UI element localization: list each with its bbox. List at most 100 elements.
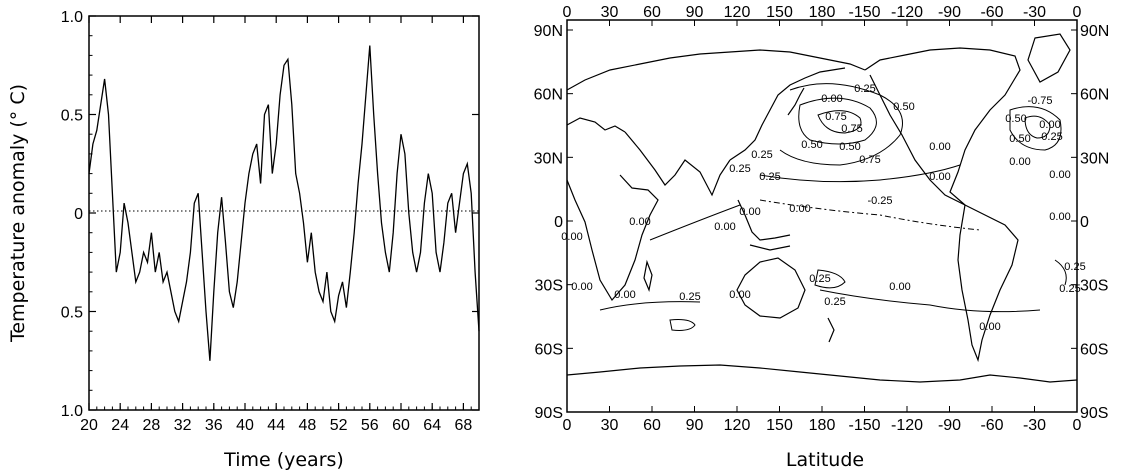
x-tick-label: 40 [236, 417, 254, 434]
contour-label: 0.00 [561, 231, 582, 243]
map-x-axis-label: Latitude [786, 449, 864, 471]
contour-label: 0.00 [614, 289, 635, 301]
x-tick-label: 60 [392, 417, 410, 434]
contour-label: 0.25 [824, 296, 845, 308]
map-left-tick-label: 0 [554, 214, 563, 231]
x-tick-label: 56 [361, 417, 379, 434]
map-bottom-tick-label: 90 [686, 417, 704, 434]
contour-label: 0.25 [759, 171, 780, 183]
x-tick-label: 24 [111, 417, 129, 434]
map-bottom-tick-label: -150 [848, 417, 880, 434]
contour-label: 0.50 [893, 101, 914, 113]
map-left-tick-label: 60N [534, 87, 563, 104]
map-left-tick-label: 30N [534, 150, 563, 167]
contour-label: 0.50 [801, 139, 822, 151]
contour-label: 0.00 [929, 171, 950, 183]
y-tick-label: 0 [74, 206, 83, 223]
x-tick-label: 48 [299, 417, 317, 434]
map-top-tick-label: -60 [980, 4, 1003, 21]
contour-label: 0.00 [739, 206, 760, 218]
map-top-tick-label: 120 [724, 4, 751, 21]
map-left-tick-label: 90N [534, 23, 563, 40]
x-tick-label: 36 [205, 417, 223, 434]
map-top-tick-label: -90 [938, 4, 961, 21]
contour-label: 0.25 [679, 291, 700, 303]
map-left-tick-label: 60S [535, 341, 563, 358]
y-tick-label: 0.5 [61, 108, 83, 125]
map-top-tick-label: 60 [643, 4, 661, 21]
map-bottom-tick-label: -90 [938, 417, 961, 434]
contour-label: 0.00 [1039, 119, 1060, 131]
map-bottom-tick-label: 120 [724, 417, 751, 434]
coastlines [566, 33, 1078, 383]
contour-label: 0.00 [929, 141, 950, 153]
contour-label: -0.75 [1027, 95, 1052, 107]
contour-label: 0.00 [571, 281, 592, 293]
map-top-tick-label: 0 [1073, 4, 1082, 21]
y-tick-label: 1.0 [61, 403, 83, 420]
contour-label: 0.75 [859, 154, 880, 166]
contour-label: 0.00 [979, 321, 1000, 333]
map-bottom-tick-label: 180 [809, 417, 836, 434]
contour-label: -0.25 [867, 195, 892, 207]
contour-label: 0.25 [809, 273, 830, 285]
contour-label: 0.00 [1049, 169, 1070, 181]
contour-label: 0.50 [1005, 113, 1026, 125]
x-tick-label: 44 [267, 417, 285, 434]
x-tick-label: 52 [330, 417, 348, 434]
contour-label: 0.25 [729, 163, 750, 175]
map-right-tick-label: 60S [1080, 341, 1108, 358]
contour-label: 0.00 [1049, 211, 1070, 223]
map-top-tick-label: 0 [563, 4, 572, 21]
map-left-tick-label: 90S [535, 405, 563, 422]
contour-label: 0.50 [839, 141, 860, 153]
map-right-tick-label: 90N [1080, 23, 1109, 40]
map-top-tick-label: 150 [766, 4, 793, 21]
map-bottom-tick-label: -120 [891, 417, 923, 434]
temperature-timeseries-chart: 1.0 0.5 0 0.5 1.0 20 24 28 32 36 40 44 48 52 56 60 64 68… [7, 9, 480, 471]
contour-label: 0.25 [1064, 261, 1085, 273]
map-bottom-tick-label: -60 [980, 417, 1003, 434]
map-top-tick-label: 180 [809, 4, 836, 21]
x-tick-label: 68 [455, 417, 473, 434]
x-tick-label: 28 [143, 417, 161, 434]
map-top-tick-label: -120 [891, 4, 923, 21]
map-top-tick-label: -150 [848, 4, 880, 21]
map-right-tick-label: 30N [1080, 150, 1109, 167]
map-top-tick-label: 30 [601, 4, 619, 21]
contour-label: 0.00 [889, 281, 910, 293]
x-tick-label: 32 [174, 417, 192, 434]
contour-label: 0.25 [751, 149, 772, 161]
contour-label: 0.00 [789, 203, 810, 215]
contour-label: 0.25 [1041, 131, 1062, 143]
temperature-anomaly-series-line [88, 45, 480, 361]
map-bottom-tick-label: 150 [766, 417, 793, 434]
contour-lines [599, 83, 1067, 331]
contour-label: 0.25 [1059, 283, 1080, 295]
x-tick-label: 64 [423, 417, 441, 434]
map-top-tick-label: 90 [686, 4, 704, 21]
timeseries-plot-frame [88, 15, 480, 411]
map-right-tick-label: 60N [1080, 87, 1109, 104]
map-top-tick-label: -30 [1023, 4, 1046, 21]
contour-label: 0.50 [1009, 133, 1030, 145]
y-axis-label: Temperature anomaly (° C) [7, 84, 29, 343]
map-bottom-tick-label: 30 [601, 417, 619, 434]
map-right-tick-label: 0 [1080, 214, 1089, 231]
map-right-tick-label: 90S [1080, 405, 1108, 422]
contour-label: 0.00 [729, 289, 750, 301]
contour-label: 0.00 [714, 221, 735, 233]
x-tick-label: 20 [80, 417, 98, 434]
contour-label: 0.75 [825, 111, 846, 123]
map-bottom-tick-label: -30 [1023, 417, 1046, 434]
contour-label: 0.00 [1009, 156, 1030, 168]
map-bottom-tick-label: 0 [1073, 417, 1082, 434]
contour-label: 0.00 [821, 93, 842, 105]
map-bottom-tick-label: 60 [643, 417, 661, 434]
y-tick-label: 0.5 [61, 305, 83, 322]
contour-map-chart: 0 30 60 90 120 150 180 -150 -120 -90 -60 -30 0 0 30 60… [534, 4, 1110, 471]
x-axis-label: Time (years) [223, 449, 344, 471]
map-right-tick-label: 30S [1080, 278, 1108, 295]
contour-label: 0.00 [629, 216, 650, 228]
